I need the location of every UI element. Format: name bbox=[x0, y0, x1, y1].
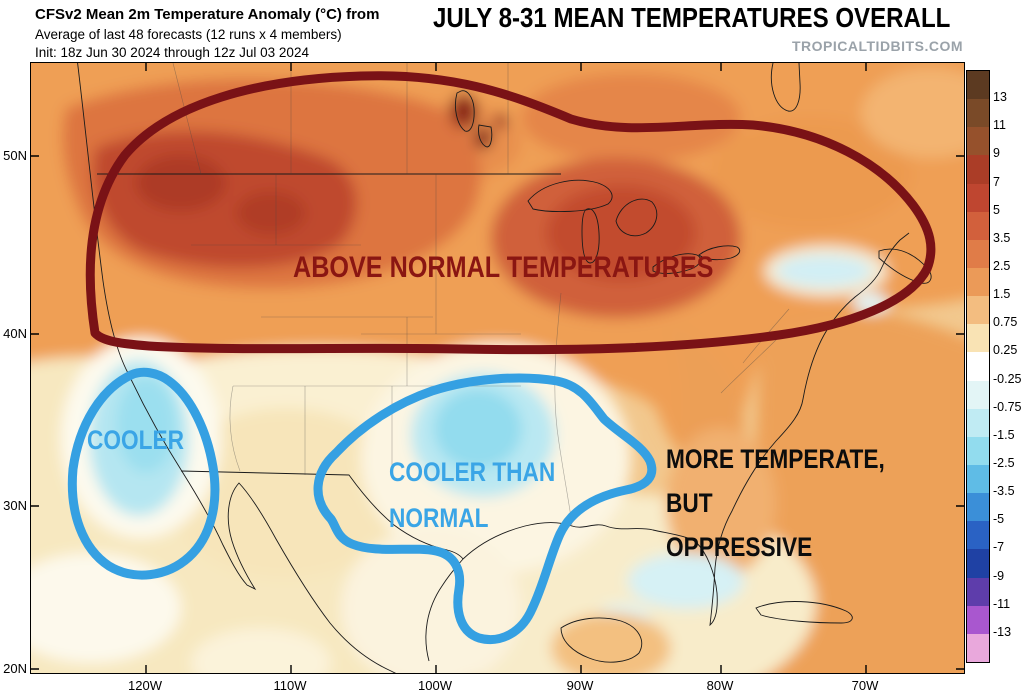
colorbar-level: 9 bbox=[993, 146, 1000, 160]
colorbar-level: -0.25 bbox=[993, 372, 1022, 386]
colorbar-cell bbox=[967, 99, 989, 128]
colorbar-cell bbox=[967, 380, 989, 409]
colorbar-cell bbox=[967, 127, 989, 156]
label-cooler-south-line2: NORMAL bbox=[389, 503, 489, 533]
label-southeast: MORE TEMPERATE, BUT OPPRESSIVE bbox=[666, 437, 885, 569]
colorbar-cell bbox=[967, 549, 989, 578]
init-time-line: Init: 18z Jun 30 2024 through 12z Jul 03… bbox=[35, 45, 309, 60]
cooler-west-outline bbox=[67, 367, 220, 580]
colorbar-cell bbox=[967, 155, 989, 184]
colorbar-level: -13 bbox=[993, 625, 1012, 639]
anomaly-map-svg bbox=[31, 63, 964, 673]
coastline-gulf-atlantic bbox=[425, 232, 910, 662]
annotation-outlines bbox=[67, 71, 936, 644]
colorbar-cell bbox=[967, 267, 989, 297]
coastline-west bbox=[77, 63, 397, 673]
lon-label: 120W bbox=[128, 678, 162, 693]
colorbar-level: 0.25 bbox=[993, 343, 1018, 357]
anomaly-field bbox=[31, 63, 964, 673]
colorbar-level: 7 bbox=[993, 175, 1000, 189]
map-canvas: ABOVE NORMAL TEMPERATURES COOLER COOLER … bbox=[30, 62, 965, 674]
cuba-outline bbox=[755, 601, 853, 624]
watermark: TROPICALTIDBITS.COM bbox=[791, 38, 963, 54]
label-southeast-line1: MORE TEMPERATE, bbox=[666, 444, 885, 474]
manitoba-lakes-outline bbox=[454, 90, 493, 148]
geo-outlines bbox=[77, 63, 932, 673]
colorbar-labels: 13 11 9 7 5 3.5 2.5 1.5 0.75 0.25 -0.25 -0.75 -1.5 -2… bbox=[993, 70, 1023, 661]
lon-label: 80W bbox=[706, 678, 734, 693]
product-title: CFSv2 Mean 2m Temperature Anomaly (°C) f… bbox=[35, 6, 380, 23]
lon-label: 110W bbox=[273, 678, 307, 693]
colorbar-cell bbox=[967, 71, 989, 100]
colorbar-level: -7 bbox=[993, 540, 1005, 554]
colorbar-level: -0.75 bbox=[993, 400, 1022, 414]
lon-label: 90W bbox=[566, 678, 594, 693]
colorbar-cell bbox=[967, 493, 989, 522]
colorbar-level: -1.5 bbox=[993, 428, 1015, 442]
lon-label: 100W bbox=[418, 678, 452, 693]
james-bay-outline bbox=[770, 63, 801, 112]
label-cooler-south-line1: COOLER THAN bbox=[389, 457, 556, 487]
colorbar-cell bbox=[967, 577, 989, 606]
colorbar-level: 3.5 bbox=[993, 231, 1011, 245]
colorbar-cell bbox=[967, 296, 989, 325]
cooler-south-outline bbox=[313, 373, 657, 644]
label-southeast-line3: OPPRESSIVE bbox=[666, 532, 813, 562]
great-lakes-outline bbox=[527, 179, 741, 274]
colorbar-level: 5 bbox=[993, 203, 1000, 217]
colorbar-level: -9 bbox=[993, 569, 1005, 583]
lat-label: 50N bbox=[3, 148, 27, 163]
colorbar-level: -5 bbox=[993, 512, 1005, 526]
colorbar-cell bbox=[967, 436, 989, 465]
colorbar-level: 2.5 bbox=[993, 259, 1011, 273]
product-subtitle: Average of last 48 forecasts (12 runs x … bbox=[35, 27, 342, 42]
colorbar-level: -3.5 bbox=[993, 484, 1015, 498]
colorbar-level: 1.5 bbox=[993, 287, 1011, 301]
colorbar-cell bbox=[967, 464, 989, 494]
yucatan-outline bbox=[560, 617, 643, 663]
colorbar-cell bbox=[967, 521, 989, 550]
above-normal-outline bbox=[85, 71, 936, 355]
label-southeast-line2: BUT bbox=[666, 488, 713, 518]
colorbar-level: -11 bbox=[993, 597, 1011, 611]
nova-scotia-outline bbox=[878, 248, 932, 284]
label-above-normal: ABOVE NORMAL TEMPERATURES bbox=[293, 251, 714, 284]
colorbar-cell bbox=[967, 408, 989, 437]
colorbar-cell bbox=[967, 324, 989, 353]
lat-label: 20N bbox=[3, 661, 27, 676]
lat-label: 40N bbox=[3, 326, 27, 341]
colorbar bbox=[966, 70, 990, 663]
lat-label: 30N bbox=[3, 498, 27, 513]
label-cooler-south: COOLER THAN NORMAL bbox=[389, 449, 555, 541]
colorbar-cell bbox=[967, 211, 989, 240]
label-cooler-west: COOLER bbox=[87, 425, 185, 455]
colorbar-level: 0.75 bbox=[993, 315, 1018, 329]
colorbar-cell bbox=[967, 352, 989, 381]
colorbar-level: 13 bbox=[993, 90, 1007, 104]
colorbar-level: -2.5 bbox=[993, 456, 1015, 470]
colorbar-cell bbox=[967, 183, 989, 212]
colorbar-cell bbox=[967, 633, 989, 662]
lon-label: 70W bbox=[851, 678, 879, 693]
axis-ticks bbox=[31, 63, 964, 673]
us-mexico-border bbox=[180, 470, 464, 560]
colorbar-cell bbox=[967, 605, 989, 634]
colorbar-level: 11 bbox=[993, 118, 1006, 132]
annotation-title: JULY 8-31 MEAN TEMPERATURES OVERALL bbox=[433, 2, 951, 33]
colorbar-cell bbox=[967, 239, 989, 268]
